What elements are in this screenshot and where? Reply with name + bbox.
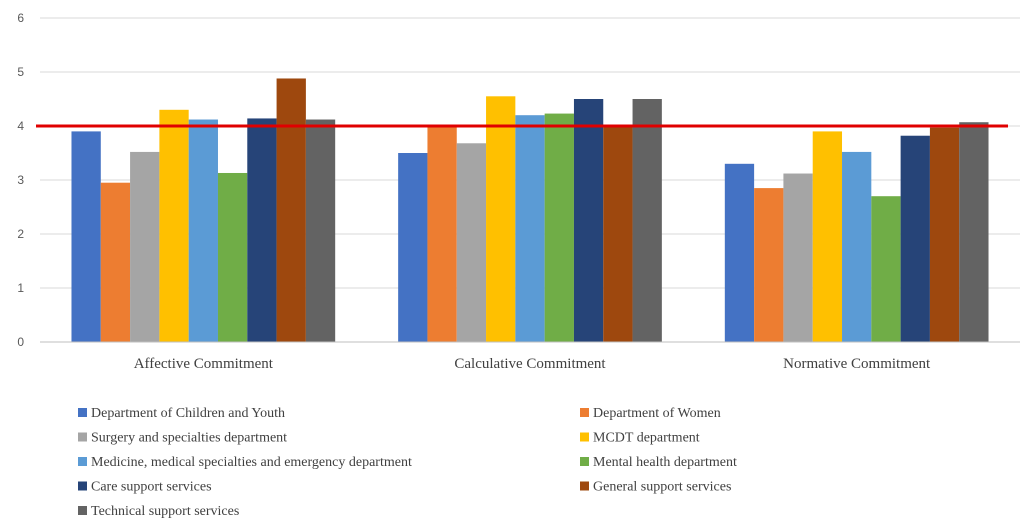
- legend-label: MCDT department: [593, 431, 700, 446]
- legend-label: Technical support services: [91, 504, 239, 519]
- legend-item: Mental health department: [580, 455, 737, 470]
- legend-swatch: [580, 457, 589, 466]
- bar: [486, 96, 516, 342]
- y-tick-label: 2: [17, 227, 24, 241]
- y-tick-label: 6: [17, 11, 24, 25]
- bar: [724, 163, 755, 342]
- legend-item: MCDT department: [580, 431, 700, 446]
- bar: [276, 78, 306, 342]
- legend-item: Technical support services: [78, 504, 239, 519]
- legend-label: Surgery and specialties department: [91, 431, 287, 446]
- bar: [217, 172, 248, 342]
- bar: [159, 109, 189, 342]
- bar: [100, 182, 131, 342]
- legend-swatch: [78, 506, 87, 515]
- bar: [544, 113, 574, 342]
- legend-swatch: [78, 408, 87, 417]
- legend-item: Care support services: [78, 480, 212, 495]
- category-label: Normative Commitment: [783, 356, 931, 372]
- legend-item: Medicine, medical specialties and emerge…: [78, 455, 412, 470]
- category-label: Calculative Commitment: [454, 356, 606, 372]
- category-labels: Affective Commitment Calculative Commitme…: [134, 356, 931, 372]
- bar: [398, 153, 428, 342]
- bars: [71, 78, 989, 343]
- legend: Department of Children and Youth Departme…: [78, 406, 737, 519]
- legend-label: General support services: [593, 480, 731, 495]
- category-label: Affective Commitment: [134, 356, 274, 372]
- bar: [71, 131, 101, 342]
- legend-item: General support services: [580, 480, 731, 495]
- y-tick-label: 1: [17, 281, 24, 295]
- bar: [188, 119, 218, 343]
- legend-label: Mental health department: [593, 455, 737, 470]
- bar: [900, 135, 930, 342]
- bar: [632, 99, 662, 342]
- bar: [842, 151, 872, 342]
- bar: [603, 124, 633, 342]
- y-axis-tick-labels: 0 1 2 3 4 5 6: [17, 11, 24, 349]
- bar: [929, 127, 960, 343]
- bar: [871, 196, 901, 342]
- legend-item: Department of Women: [580, 406, 721, 421]
- bar: [783, 173, 813, 342]
- bar: [130, 151, 160, 342]
- legend-item: Department of Children and Youth: [78, 406, 285, 421]
- bar: [427, 126, 457, 342]
- legend-label: Care support services: [91, 480, 212, 495]
- legend-swatch: [78, 432, 87, 442]
- bar: [515, 115, 545, 342]
- y-tick-label: 4: [17, 119, 24, 133]
- legend-swatch: [580, 408, 589, 417]
- y-tick-label: 0: [17, 335, 24, 349]
- legend-swatch: [78, 481, 87, 491]
- bar: [456, 143, 487, 342]
- legend-item: Surgery and specialties department: [78, 431, 287, 446]
- bar: [812, 131, 843, 342]
- y-tick-label: 5: [17, 65, 24, 79]
- bar: [305, 119, 336, 343]
- legend-swatch: [78, 457, 87, 466]
- legend-label: Department of Children and Youth: [91, 406, 285, 421]
- y-tick-label: 3: [17, 173, 24, 187]
- legend-swatch: [580, 481, 589, 491]
- legend-label: Medicine, medical specialties and emerge…: [91, 455, 412, 470]
- legend-label: Department of Women: [593, 406, 721, 421]
- legend-swatch: [580, 432, 589, 442]
- bar: [247, 118, 277, 342]
- bar: [754, 188, 784, 342]
- bar: [959, 122, 989, 342]
- bar: [573, 99, 604, 342]
